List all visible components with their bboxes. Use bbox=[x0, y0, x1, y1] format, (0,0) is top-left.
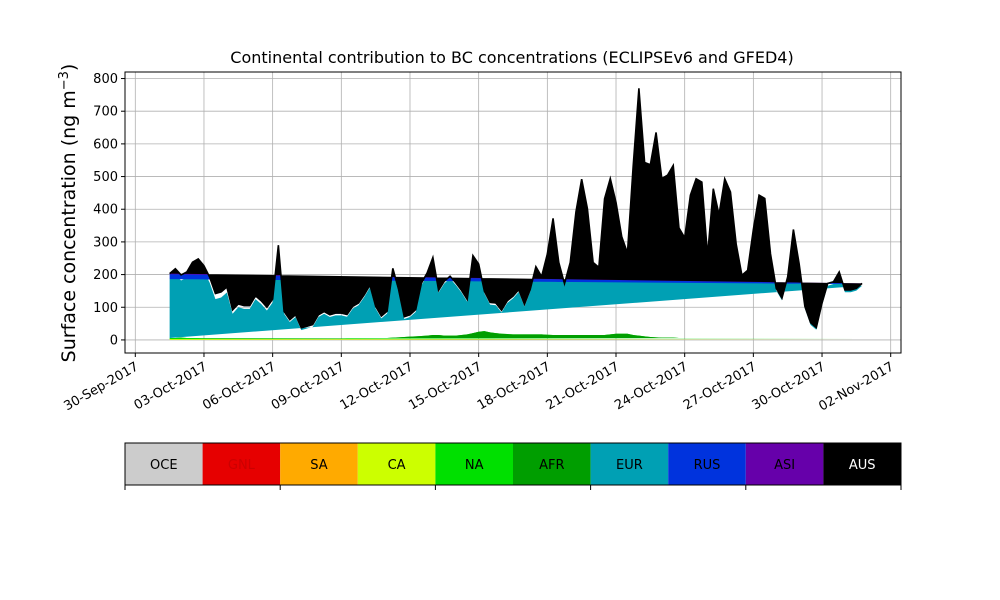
total-outline bbox=[169, 88, 863, 329]
series-areas bbox=[169, 88, 863, 340]
y-tick-label: 300 bbox=[93, 235, 118, 250]
x-tick-label: 24-Oct-2017 bbox=[612, 359, 690, 413]
legend-swatch-rus bbox=[668, 443, 746, 485]
x-tick-label: 06-Oct-2017 bbox=[200, 359, 278, 413]
y-tick-label: 400 bbox=[93, 203, 118, 218]
legend-label-gnl: GNL bbox=[228, 458, 256, 473]
legend-swatch-afr bbox=[513, 443, 591, 485]
y-axis-label-exponent: −3 bbox=[57, 71, 72, 90]
y-tick-label: 200 bbox=[93, 268, 118, 283]
plot-frame bbox=[124, 71, 902, 354]
x-axis: 30-Sep-201703-Oct-201706-Oct-201709-Oct-… bbox=[61, 353, 897, 414]
y-axis-label-main: Surface concentration (ng m bbox=[58, 90, 80, 362]
legend-label-sa: SA bbox=[310, 458, 327, 473]
y-tick-label: 600 bbox=[93, 137, 118, 152]
x-tick-label: 12-Oct-2017 bbox=[338, 359, 416, 413]
x-tick-label: 02-Nov-2017 bbox=[816, 359, 896, 414]
y-axis-label-close: ) bbox=[58, 64, 80, 71]
legend-label-rus: RUS bbox=[694, 458, 721, 473]
total-line bbox=[169, 88, 863, 329]
legend-swatch-eur bbox=[590, 443, 669, 485]
legend-label-aus: AUS bbox=[849, 458, 876, 473]
legend-label-eur: EUR bbox=[616, 458, 643, 473]
chart-title: Continental contribution to BC concentra… bbox=[230, 48, 793, 67]
legend-swatch-gnl bbox=[202, 443, 281, 485]
legend-label-na: NA bbox=[465, 458, 484, 473]
area-aus bbox=[169, 88, 863, 328]
y-tick-label: 0 bbox=[110, 333, 118, 348]
legend-label-oce: OCE bbox=[150, 458, 178, 473]
legend-colorbar: OCE GNL SA CA NA AFR EUR RUS ASI AUS bbox=[124, 442, 902, 490]
area-afr bbox=[169, 331, 863, 339]
y-axis: 0 100 200 300 400 500 600 700 800 bbox=[93, 72, 125, 348]
x-tick-label: 27-Oct-2017 bbox=[681, 359, 759, 413]
x-tick-label: 21-Oct-2017 bbox=[544, 359, 622, 413]
y-tick-label: 700 bbox=[93, 105, 118, 120]
legend-swatch-oce bbox=[125, 443, 203, 485]
x-tick-label: 30-Sep-2017 bbox=[61, 359, 141, 414]
legend-swatch-ca bbox=[357, 443, 436, 485]
legend-frame bbox=[124, 442, 902, 486]
x-tick-label: 03-Oct-2017 bbox=[132, 359, 210, 413]
y-tick-label: 500 bbox=[93, 170, 118, 185]
legend-label-afr: AFR bbox=[539, 458, 564, 473]
area-ca bbox=[169, 338, 863, 340]
y-axis-label: Surface concentration (ng m−3) bbox=[57, 64, 80, 363]
y-tick-label: 100 bbox=[93, 301, 118, 316]
legend-label-ca: CA bbox=[388, 458, 406, 473]
x-tick-label: 18-Oct-2017 bbox=[475, 359, 553, 413]
x-tick-label: 15-Oct-2017 bbox=[406, 359, 484, 413]
legend-swatch-aus bbox=[823, 443, 901, 485]
legend-label-asi: ASI bbox=[774, 458, 795, 473]
legend-swatch-sa bbox=[280, 443, 358, 485]
legend-swatch-na bbox=[435, 443, 513, 485]
x-tick-label: 30-Oct-2017 bbox=[750, 359, 828, 413]
y-tick-label: 800 bbox=[93, 72, 118, 87]
legend-swatch-asi bbox=[745, 443, 824, 485]
x-tick-label: 09-Oct-2017 bbox=[269, 359, 347, 413]
